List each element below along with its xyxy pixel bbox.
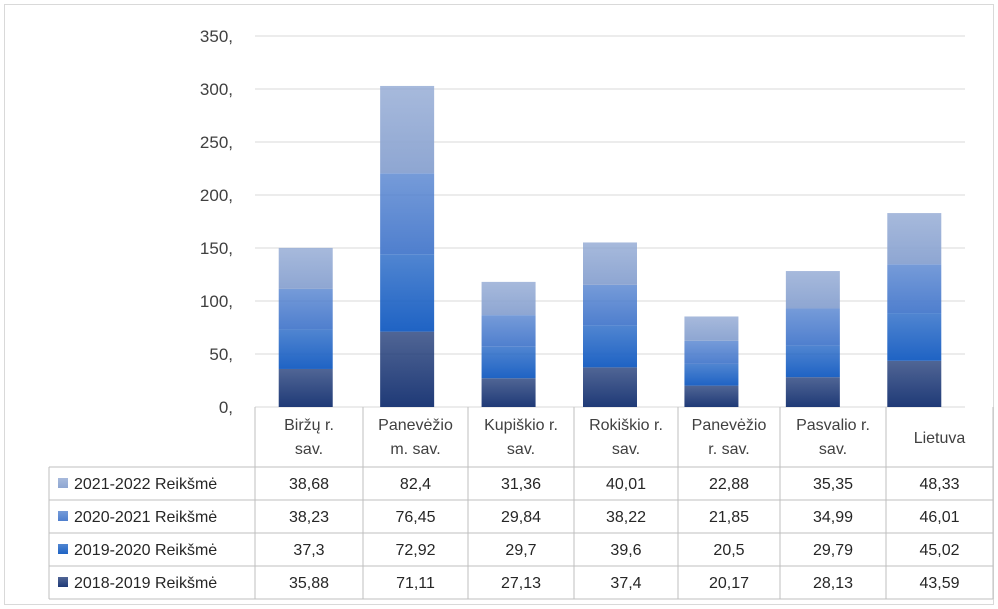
data-value-label: 29,84 (501, 509, 541, 526)
bar-segment (380, 254, 435, 332)
data-value-label: 29,7 (505, 542, 536, 559)
bar-segment (785, 271, 840, 309)
category-label: sav. (819, 441, 847, 458)
bar-segment (278, 247, 333, 289)
data-value-label: 38,68 (289, 476, 329, 493)
data-value-label: 35,35 (813, 476, 853, 493)
bars (278, 85, 942, 407)
data-value-label: 20,17 (709, 575, 749, 592)
data-value-label: 31,36 (501, 476, 541, 493)
bar-segment (785, 345, 840, 378)
data-value-label: 76,45 (395, 509, 435, 526)
category-label: Kupiškio r. (484, 417, 558, 434)
category-label: sav. (295, 441, 323, 458)
bar-segment (278, 368, 333, 407)
category-label: sav. (507, 441, 535, 458)
bar-segment (481, 346, 536, 379)
bar-segment (583, 242, 637, 285)
legend-key (58, 577, 68, 587)
gridlines (255, 35, 965, 408)
data-value-label: 43,59 (919, 575, 959, 592)
data-value-label: 46,01 (919, 509, 959, 526)
legend-label: 2020-2021 Reikšmė (74, 509, 217, 526)
data-value-label: 38,23 (289, 509, 329, 526)
bar-segment (481, 315, 536, 347)
category-label: Panevėžio (378, 417, 453, 434)
category-label: r. sav. (708, 441, 750, 458)
category-label: m. sav. (390, 441, 440, 458)
bar-segment (278, 329, 333, 369)
data-value-label: 39,6 (610, 542, 641, 559)
data-value-label: 28,13 (813, 575, 853, 592)
bar-segment (887, 313, 942, 361)
y-tick-label: 250, (200, 133, 233, 152)
bar-segment (887, 213, 942, 265)
y-tick-label: 350, (200, 27, 233, 46)
data-value-label: 82,4 (400, 476, 431, 493)
bar-segment (785, 308, 840, 346)
data-value-label: 72,92 (395, 542, 435, 559)
category-label: Lietuva (914, 430, 966, 447)
bar-segment (684, 340, 739, 364)
bar-segment (583, 325, 637, 368)
bar-segment (684, 385, 739, 407)
y-tick-label: 150, (200, 239, 233, 258)
data-value-label: 20,5 (713, 542, 744, 559)
y-tick-label: 200, (200, 186, 233, 205)
bar-segment (583, 284, 637, 326)
data-value-label: 40,01 (606, 476, 646, 493)
category-label: sav. (612, 441, 640, 458)
category-label: Rokiškio r. (589, 417, 663, 434)
data-value-label: 21,85 (709, 509, 749, 526)
bar-segment (785, 377, 840, 407)
bar-segment (380, 331, 435, 407)
data-value-label: 48,33 (919, 476, 959, 493)
data-value-label: 35,88 (289, 575, 329, 592)
legend-label: 2018-2019 Reikšmė (74, 575, 217, 592)
data-value-label: 29,79 (813, 542, 853, 559)
bar-segment (684, 363, 739, 386)
data-value-label: 22,88 (709, 476, 749, 493)
bar-segment (278, 288, 333, 330)
legend-key (58, 511, 68, 521)
bar-segment (380, 173, 435, 255)
data-value-label: 37,4 (610, 575, 641, 592)
data-value-label: 45,02 (919, 542, 959, 559)
data-table: Biržų r. sav. Panevėžio m. sav. Kupiškio r. s… (48, 407, 994, 600)
data-value-label: 34,99 (813, 509, 853, 526)
category-label: Panevėžio (692, 417, 767, 434)
bar-segment (481, 378, 536, 407)
y-axis: 0, 50, 100, 150, 200, 250, 300, 350, (200, 27, 233, 417)
bar-segment (380, 85, 435, 174)
category-label: Pasvalio r. (796, 417, 870, 434)
chart-frame (4, 4, 994, 605)
bar-segment (684, 316, 739, 341)
y-tick-label: 300, (200, 80, 233, 99)
category-label: Biržų r. (284, 417, 334, 434)
y-tick-label: 50, (209, 345, 233, 364)
data-value-label: 37,3 (293, 542, 324, 559)
data-value-label: 38,22 (606, 509, 646, 526)
bar-segment (887, 360, 942, 407)
bar-segment (887, 264, 942, 314)
legend-key (58, 478, 68, 488)
legend-label: 2019-2020 Reikšmė (74, 542, 217, 559)
legend-label: 2021-2022 Reikšmė (74, 476, 217, 493)
y-tick-label: 0, (219, 398, 233, 417)
y-tick-label: 100, (200, 292, 233, 311)
data-value-label: 27,13 (501, 575, 541, 592)
legend-key (58, 544, 68, 554)
bar-segment (481, 281, 536, 316)
bar-segment (583, 367, 637, 407)
data-value-label: 71,11 (396, 575, 435, 592)
